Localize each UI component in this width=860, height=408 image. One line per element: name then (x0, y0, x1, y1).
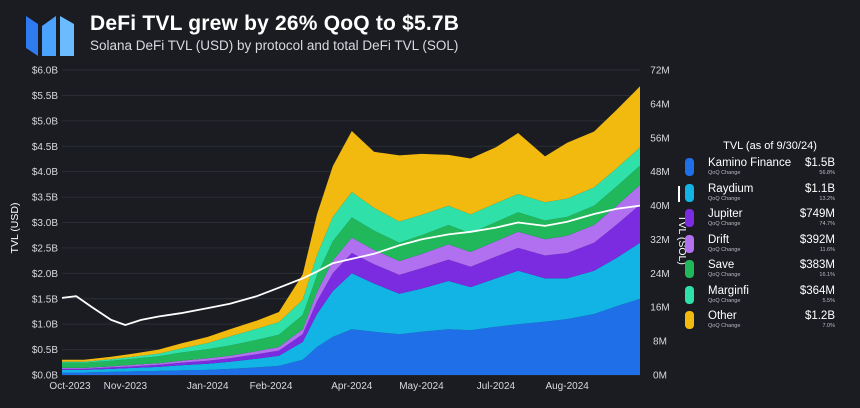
legend-items: Kamino Finance QoQ Change $1.5B 56.8% Raydiu… (685, 157, 835, 336)
logo (26, 16, 74, 56)
area-raydium (62, 242, 640, 373)
y-tick-label-5: $2.5B (32, 243, 58, 254)
legend-title: TVL (as of 9/30/24) (723, 140, 817, 152)
legend-name: Kamino Finance (708, 157, 792, 169)
legend-change-value: 13.2% (819, 195, 835, 202)
legend-change-value: 56.8% (819, 170, 835, 176)
legend-item-other: Other QoQ Change $1.2B 7.0% (685, 310, 835, 336)
legend-value: $1.5B (804, 157, 835, 169)
x-tick-label-6: Jul-2024 (477, 381, 516, 392)
legend-item-marginfi: Marginfi QoQ Change $364M 5.5% (685, 285, 835, 311)
legend-name: Marginfi (708, 284, 749, 297)
sol-line-layer (61, 204, 641, 326)
legend-change-value: 7.0% (822, 323, 835, 329)
legend-swatch (685, 183, 694, 202)
y2-tick-label-5: 40M (650, 201, 669, 212)
legend-swatch (685, 234, 694, 253)
legend-change-value: 11.6% (819, 246, 835, 253)
legend-change-label: QoQ Change (708, 246, 741, 253)
page-title: DeFi TVL grew by 26% QoQ to $5.7B (90, 12, 460, 35)
legend-item-save: Save QoQ Change $383M 16.1% (685, 259, 835, 285)
x-tick-label-2: Jan-2024 (187, 381, 229, 392)
y-tick-label-4: $2.0B (32, 269, 58, 280)
legend: TVL (as of 9/30/24) Kamino Finance QoQ Ch… (685, 140, 835, 336)
y2-tick-label-1: 8M (653, 337, 667, 348)
y2-tick-label-8: 64M (650, 99, 669, 110)
y-tick-label-10: $5.0B (32, 116, 58, 127)
y-axis-right: 0M 8M 16M 24M 32M 40M 48M 56M 64M 72M (650, 66, 669, 382)
y-tick-label-0: $0.0B (32, 371, 58, 382)
legend-value: $749M (799, 208, 835, 220)
legend-value: $1.2B (804, 310, 835, 322)
y-tick-label-3: $1.5B (32, 294, 58, 305)
y2-tick-label-6: 48M (650, 167, 669, 178)
legend-change-label: QoQ Change (708, 323, 741, 329)
y2-tick-label-0: 0M (653, 371, 667, 382)
y-tick-label-8: $4.0B (32, 167, 58, 178)
legend-item-jupiter: Jupiter QoQ Change $749M 74.7% (685, 208, 835, 234)
legend-item-raydium: Raydium QoQ Change $1.1B 13.2% (685, 183, 835, 209)
y-tick-label-2: $1.0B (32, 320, 58, 331)
legend-change-label: QoQ Change (708, 272, 741, 278)
legend-swatch (685, 260, 694, 278)
y2-tick-label-2: 16M (650, 303, 669, 314)
legend-swatch (685, 158, 694, 176)
legend-item-kamino-finance: Kamino Finance QoQ Change $1.5B 56.8% (685, 157, 835, 183)
y-tick-label-11: $5.5B (32, 91, 58, 102)
legend-change-value: 5.5% (822, 297, 835, 304)
y2-tick-label-3: 24M (650, 269, 669, 280)
x-tick-label-7: Aug-2024 (545, 381, 589, 392)
area-kamino-finance (62, 298, 640, 375)
logo-middle-bar (42, 16, 56, 56)
y2-tick-label-9: 72M (650, 66, 669, 77)
legend-name: Drift (708, 233, 730, 246)
y2-tick-label-7: 56M (650, 133, 669, 144)
legend-value: $383M (799, 259, 835, 271)
legend-swatch (685, 285, 694, 304)
legend-change-label: QoQ Change (708, 195, 741, 202)
area-other (62, 86, 640, 362)
legend-name: Jupiter (708, 208, 743, 220)
y-tick-label-12: $6.0B (32, 66, 58, 77)
logo-right-bar (60, 16, 74, 56)
x-tick-label-3: Feb-2024 (250, 381, 293, 392)
y-axis-right-title: TVL (SOL) (676, 215, 688, 265)
y-tick-label-6: $3.0B (32, 218, 58, 229)
legend-change-label: QoQ Change (708, 170, 741, 176)
legend-name: Save (708, 259, 735, 271)
legend-change-value: 74.7% (819, 221, 835, 227)
y-axis-left-title: TVL (USD) (9, 203, 21, 254)
y-axis-left: $0.0B $0.5B $1.0B $1.5B $2.0B $2.5B $3.0B $3.5B… (32, 66, 58, 382)
legend-name: Other (708, 310, 737, 322)
legend-change-label: QoQ Change (708, 221, 741, 227)
x-axis: Oct-2023 Nov-2023 Jan-2024 Feb-2024 Apr-2024… (49, 381, 589, 392)
legend-swatch (685, 311, 694, 329)
legend-change-label: QoQ Change (708, 297, 741, 304)
legend-swatch (685, 209, 694, 227)
logo-left-bar (26, 16, 38, 56)
legend-name: Raydium (708, 182, 754, 195)
y2-tick-label-4: 32M (650, 235, 669, 246)
legend-change-value: 16.1% (819, 272, 835, 278)
page-subtitle: Solana DeFi TVL (USD) by protocol and to… (90, 38, 459, 53)
y-tick-label-7: $3.5B (32, 193, 58, 204)
stacked-areas (62, 86, 640, 375)
legend-item-drift: Drift QoQ Change $392M 11.6% (685, 234, 835, 260)
y-tick-label-1: $0.5B (32, 345, 58, 356)
x-tick-label-5: May-2024 (399, 381, 444, 392)
sol-tvl-line (61, 204, 641, 326)
legend-value: $1.1B (804, 182, 835, 195)
legend-value: $364M (799, 284, 835, 297)
x-tick-label-0: Oct-2023 (49, 381, 91, 392)
x-tick-label-1: Nov-2023 (104, 381, 148, 392)
legend-value: $392M (799, 233, 835, 246)
x-tick-label-4: Apr-2024 (331, 381, 373, 392)
y-tick-label-9: $4.5B (32, 142, 58, 153)
